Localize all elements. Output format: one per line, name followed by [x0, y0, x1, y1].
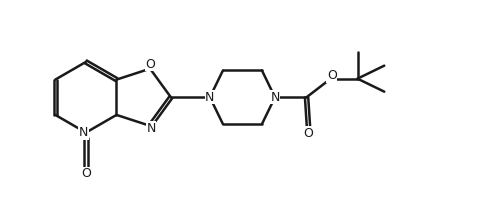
Text: O: O — [327, 69, 337, 82]
Text: O: O — [304, 127, 313, 140]
Text: N: N — [205, 91, 215, 104]
Text: O: O — [81, 167, 91, 180]
Text: N: N — [79, 126, 88, 139]
Text: N: N — [147, 122, 156, 135]
Text: N: N — [270, 91, 279, 104]
Text: O: O — [145, 58, 155, 71]
